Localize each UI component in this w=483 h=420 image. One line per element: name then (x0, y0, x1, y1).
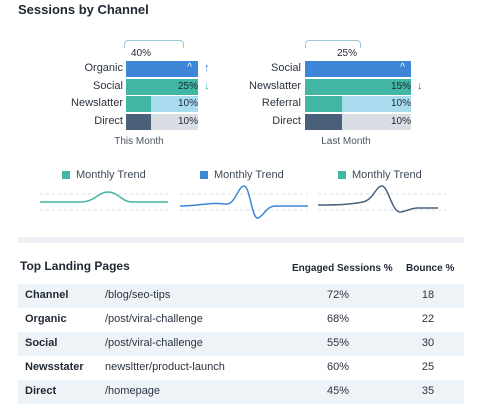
trend-panel: Monthly Trend (180, 168, 310, 219)
trend-legend: Monthly Trend (318, 168, 448, 182)
table-row[interactable]: Organic/post/viral-challenge 68% 22 (18, 308, 464, 332)
channel-cell: Channel (25, 289, 69, 301)
bar-segment (126, 114, 152, 130)
legend-swatch (200, 171, 208, 179)
bounce-cell: 18 (421, 289, 435, 301)
legend-swatch (62, 171, 70, 179)
bar-social[interactable]: ^ (305, 61, 411, 77)
percentage-label: 40% (130, 48, 151, 59)
page-cell: /post/viral-challenge (105, 337, 203, 349)
trend-legend: Monthly Trend (40, 168, 170, 182)
bar-label: Referral (261, 97, 301, 109)
bar-label: Organic (84, 62, 123, 74)
percentage-bracket (305, 40, 361, 48)
bar-newslatter[interactable]: 15% (305, 79, 411, 95)
section-divider (18, 237, 464, 243)
bar-label: Social (271, 62, 301, 74)
bar-direct[interactable]: 10% (126, 114, 198, 130)
channel-cell: Social (25, 337, 58, 349)
bar-referral[interactable]: 10% (305, 96, 411, 112)
trend-sparkline (40, 191, 168, 211)
bar-value: 10% (390, 98, 411, 109)
page-cell: newsltter/product-launch (105, 361, 225, 373)
channel-cell: Direct (25, 385, 57, 397)
bar-segment (305, 114, 343, 130)
bar-label: Newslatter (71, 97, 123, 109)
engaged-cell: 68% (326, 313, 350, 325)
percentage-label: 25% (336, 48, 357, 59)
bar-segment (305, 61, 411, 77)
bar-value: 10% (177, 98, 198, 109)
chevron-up-icon[interactable]: ^ (400, 62, 405, 73)
trend-sparkline (180, 185, 308, 219)
channel-cell: Organic (25, 313, 67, 325)
bounce-cell: 25 (421, 361, 435, 373)
percentage-bracket (124, 40, 184, 48)
bar-segment (126, 96, 152, 112)
engaged-cell: 45% (326, 385, 350, 397)
bar-newslatter[interactable]: 10% (126, 96, 198, 112)
arrow-down-icon: ↓ (204, 80, 210, 92)
bar-value: 10% (390, 116, 411, 127)
bar-value: 10% (177, 116, 198, 127)
channel-cell: Newsstater (25, 361, 84, 373)
bar-segment (305, 96, 343, 112)
table-title: Top Landing Pages (20, 259, 130, 273)
page-cell: /blog/seo-tips (105, 289, 171, 301)
bar-segment (151, 114, 198, 130)
table-row[interactable]: Channel/blog/seo-tips 72% 18 (18, 284, 464, 308)
trend-panel: Monthly Trend (40, 168, 170, 211)
table-row[interactable]: Social/post/viral-challenge 55% 30 (18, 332, 464, 356)
bounce-cell: 30 (421, 337, 435, 349)
trend-sparkline (318, 185, 446, 213)
chart-caption: This Month (114, 136, 164, 147)
column-header-bounce[interactable]: Bounce % (406, 263, 455, 274)
trend-label: Monthly Trend (214, 169, 284, 181)
legend-swatch (338, 171, 346, 179)
trend-panel: Monthly Trend (318, 168, 448, 213)
bar-segment (126, 79, 198, 95)
arrow-up-icon: ↑ (204, 62, 210, 74)
table-row[interactable]: Direct/homepage 45% 35 (18, 380, 464, 404)
arrow-down-icon: ↓ (417, 80, 423, 92)
chevron-up-icon[interactable]: ^ (187, 62, 192, 73)
bar-label: Newslatter (249, 80, 301, 92)
bar-segment (151, 96, 198, 112)
bounce-cell: 35 (421, 385, 435, 397)
bar-label: Social (93, 80, 123, 92)
bar-segment (126, 61, 198, 77)
bar-organic[interactable]: ^ (126, 61, 198, 77)
bar-segment (342, 114, 411, 130)
bar-direct[interactable]: 10% (305, 114, 411, 130)
bar-segment (305, 79, 411, 95)
engaged-cell: 55% (326, 337, 350, 349)
bar-value: 15% (390, 81, 411, 92)
bar-value: 25% (177, 81, 198, 92)
bar-label: Direct (94, 115, 123, 127)
bar-social[interactable]: 25% (126, 79, 198, 95)
chart-caption: Last Month (321, 136, 371, 147)
trend-legend: Monthly Trend (180, 168, 310, 182)
page-cell: /post/viral-challenge (105, 313, 203, 325)
table-row[interactable]: Newsstater newsltter/product-launch 60% 25 (18, 356, 464, 380)
engaged-cell: 60% (326, 361, 350, 373)
page-cell: /homepage (105, 385, 161, 397)
bar-segment (342, 96, 411, 112)
engaged-cell: 72% (326, 289, 350, 301)
trend-label: Monthly Trend (76, 169, 146, 181)
trend-label: Monthly Trend (352, 169, 422, 181)
page-title: Sessions by Channel (18, 2, 149, 17)
bounce-cell: 22 (421, 313, 435, 325)
column-header-engaged[interactable]: Engaged Sessions % (292, 263, 393, 274)
bar-label: Direct (272, 115, 301, 127)
